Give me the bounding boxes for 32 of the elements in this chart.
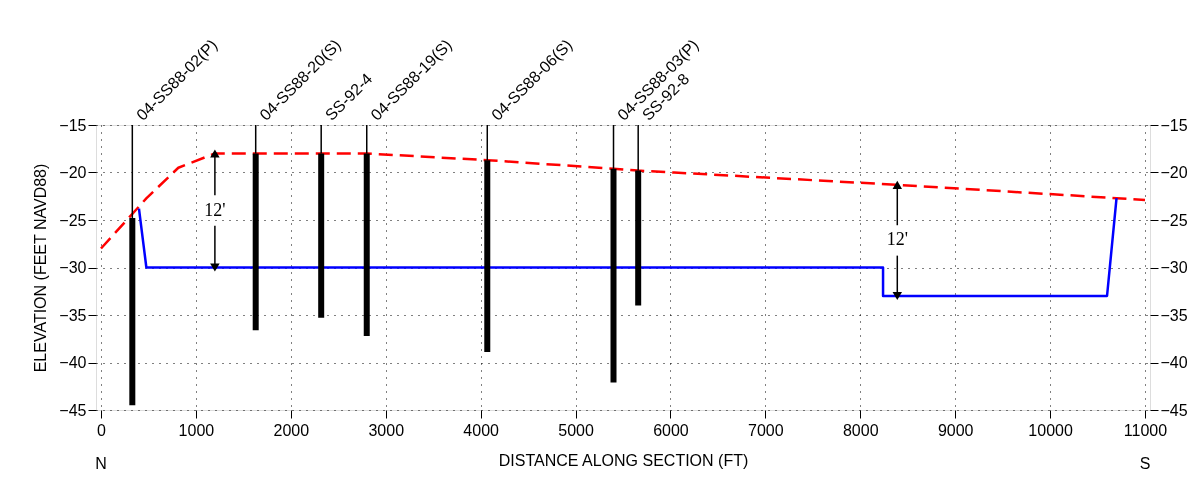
y-axis-title: ELEVATION (FEET NAVD88): [32, 163, 50, 373]
y-tick-label: −40: [59, 354, 87, 371]
y2-tick-label: −25: [1160, 211, 1188, 229]
x-tick-label: 9000: [937, 421, 974, 439]
y2-tick-label: −35: [1160, 306, 1188, 324]
x-tick-label: 7000: [748, 421, 784, 439]
y2-tick-label: −20: [1160, 164, 1188, 181]
y-tick-label: −30: [59, 259, 87, 276]
text: N: [95, 455, 107, 472]
text: S: [1139, 455, 1151, 472]
x-tick-label: 3000: [368, 421, 405, 439]
y-tick-label: −25: [59, 211, 87, 229]
x-tick-label: 6000: [653, 421, 689, 439]
y2-tick-label: −45: [1160, 401, 1188, 419]
y2-tick-label: −30: [1160, 259, 1188, 276]
x-tick-label: 4000: [463, 421, 500, 439]
x-tick-label: 8000: [842, 421, 879, 439]
x-tick-label: 5000: [558, 421, 594, 439]
x-tick-label: 0: [97, 421, 107, 439]
y-tick-label: −35: [59, 306, 87, 324]
x-tick-label: 11000: [1123, 421, 1168, 439]
annotation: 12': [204, 199, 226, 220]
annotation: 12': [886, 229, 908, 250]
x-axis-title: DISTANCE ALONG SECTION (FT): [498, 451, 749, 469]
x-tick-label: 1000: [178, 421, 215, 439]
y-tick-label: −20: [59, 164, 87, 181]
y2-tick-label: −15: [1160, 116, 1188, 134]
y-tick-label: −45: [59, 401, 87, 419]
y2-tick-label: −40: [1160, 354, 1188, 371]
x-tick-label: 2000: [273, 421, 310, 439]
y-tick-label: −15: [59, 116, 87, 134]
x-tick-label: 10000: [1028, 421, 1073, 439]
